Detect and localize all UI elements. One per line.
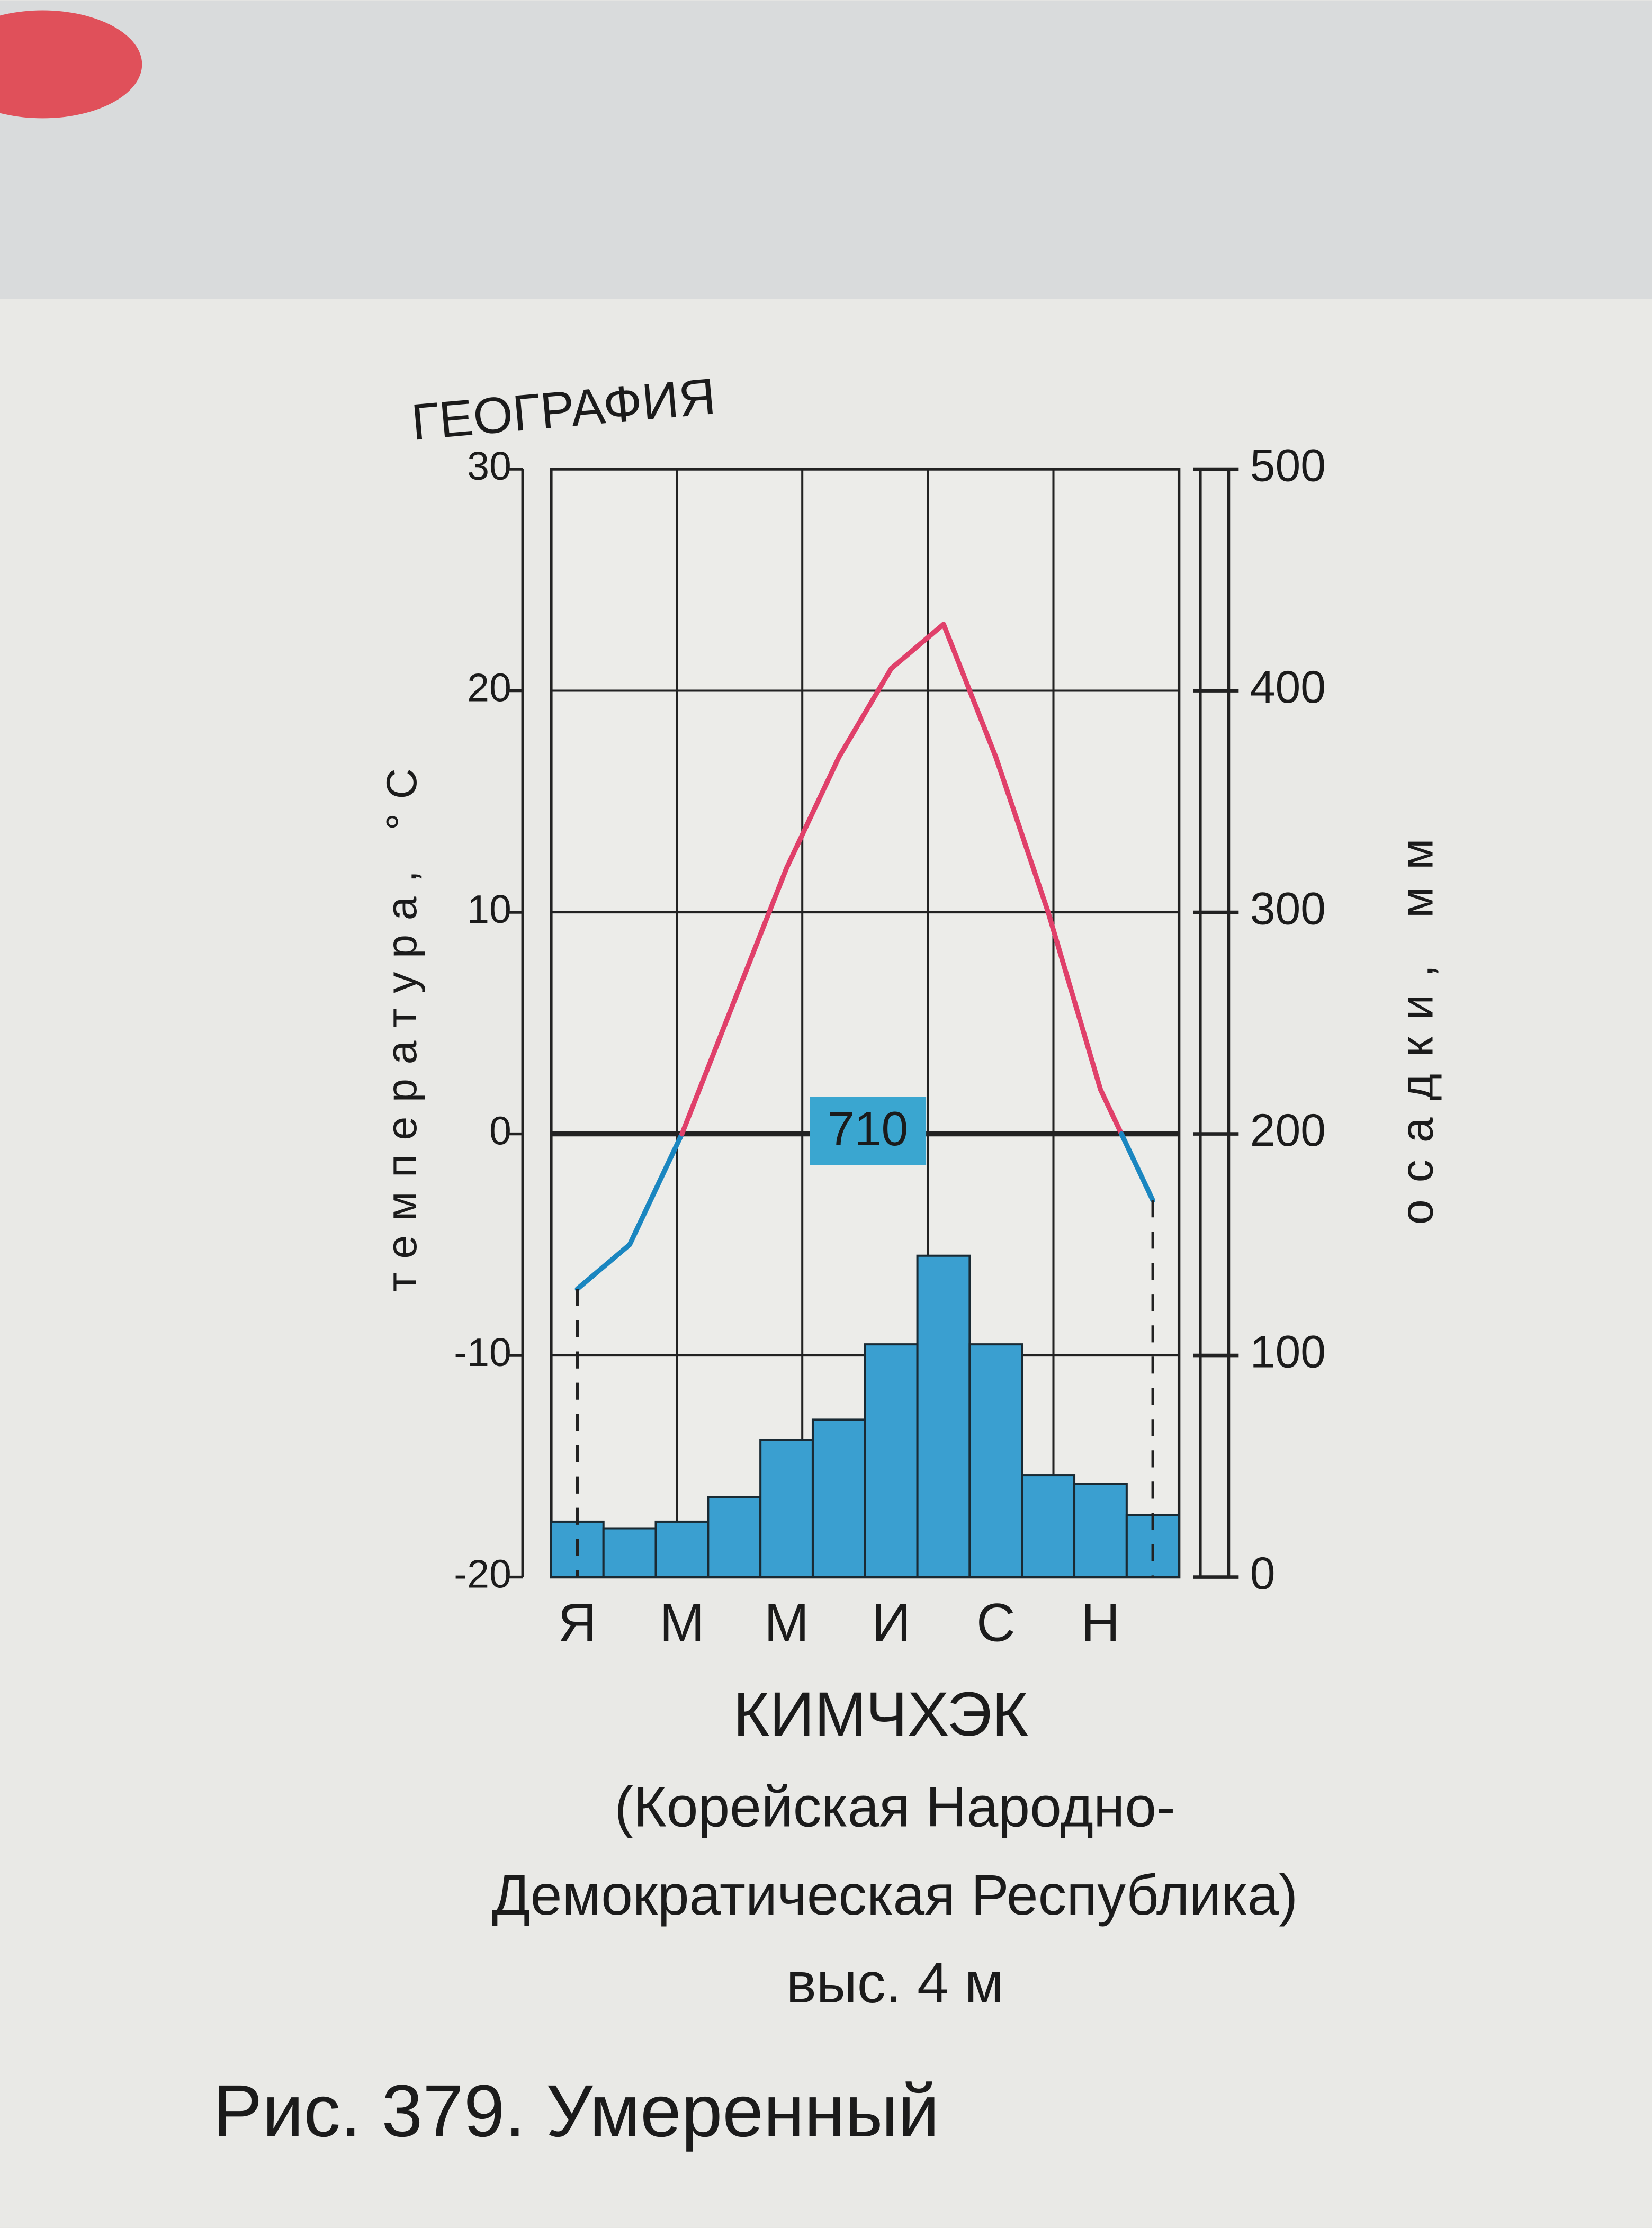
precipitation-bar xyxy=(916,1254,971,1578)
temperature-line xyxy=(679,998,737,1137)
y-tick-label: 20 xyxy=(467,665,511,709)
temperature-line xyxy=(732,865,789,1004)
precipitation-bar xyxy=(968,1343,1023,1578)
annotation: 710 xyxy=(828,1102,908,1156)
precipitation-bar xyxy=(1073,1483,1128,1578)
precipitation-bar xyxy=(707,1496,762,1578)
temperature-line xyxy=(888,622,946,671)
precipitation-bar xyxy=(811,1418,866,1578)
precipitation-bar xyxy=(864,1343,919,1578)
chart-subtitle: (Корейская Народно- xyxy=(615,1775,1175,1839)
x-tick-label: Н xyxy=(1081,1592,1120,1652)
figure-caption: Рис. 379. Умеренный xyxy=(213,2070,939,2152)
chart-title: КИМЧХЭК xyxy=(733,1679,1029,1749)
temperature-line xyxy=(1098,1087,1124,1137)
temperature-line xyxy=(993,754,1051,915)
x-tick-label: И xyxy=(872,1592,911,1652)
x-tick-label: С xyxy=(976,1592,1016,1652)
x-tick-label: М xyxy=(659,1592,704,1652)
annotation-box xyxy=(810,1097,927,1165)
temperature-line xyxy=(836,666,894,760)
y-tick-label: -10 xyxy=(454,1330,511,1374)
y2-axis-title: осадки, мм xyxy=(1391,822,1442,1225)
y-axis-title: температура, °С xyxy=(378,754,426,1292)
precipitation-bar xyxy=(654,1520,710,1578)
y-tick-label: 0 xyxy=(489,1108,511,1153)
chart-subtitle: Демократическая Республика) xyxy=(492,1863,1298,1927)
y-tick-label: 10 xyxy=(467,887,511,931)
y2-tick-label: 400 xyxy=(1250,662,1326,713)
precipitation-bar xyxy=(1021,1474,1076,1578)
temperature-line xyxy=(941,622,999,760)
y2-tick-label: 200 xyxy=(1250,1105,1326,1156)
precipitation-bar xyxy=(759,1439,814,1578)
y2-tick-label: 300 xyxy=(1250,884,1326,935)
red-object xyxy=(0,10,142,119)
y2-tick-label: 0 xyxy=(1250,1548,1276,1599)
temperature-line xyxy=(627,1131,685,1247)
y2-tick-label: 100 xyxy=(1250,1327,1326,1378)
x-tick-label: М xyxy=(764,1592,809,1652)
chart-subtitle: выс. 4 м xyxy=(786,1951,1004,2015)
temperature-line xyxy=(1045,910,1103,1092)
temperature-line xyxy=(784,754,842,871)
y-tick-label: -20 xyxy=(454,1551,511,1596)
y-tick-label: 30 xyxy=(467,444,511,488)
precipitation-bar xyxy=(602,1527,657,1578)
temperature-line xyxy=(574,1242,632,1292)
x-tick-label: Я xyxy=(558,1592,597,1652)
temperature-line xyxy=(1119,1131,1155,1203)
table-background xyxy=(0,0,1652,299)
y2-tick-label: 500 xyxy=(1250,441,1326,491)
